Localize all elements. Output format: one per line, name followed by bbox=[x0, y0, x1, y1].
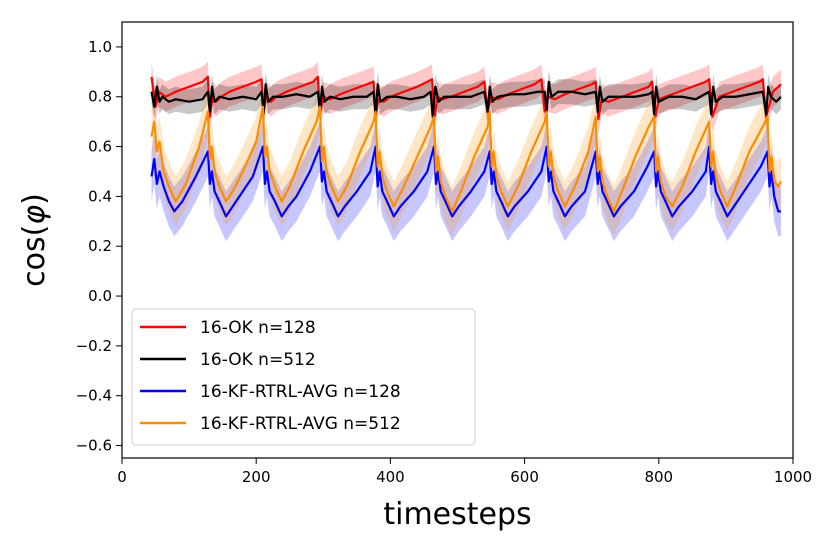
y-axis-title-prefix: cos( bbox=[17, 225, 52, 287]
legend-label-4: 16-KF-RTRL-AVG n=512 bbox=[200, 414, 401, 434]
y-tick-label: −0.2 bbox=[76, 337, 112, 355]
legend: 16-OK n=128 16-OK n=512 16-KF-RTRL-AVG n=1… bbox=[131, 308, 476, 446]
line-series-2 bbox=[150, 80, 782, 118]
legend-label-1: 16-OK n=128 bbox=[200, 318, 316, 338]
band-series-4 bbox=[151, 81, 781, 237]
legend-label-2: 16-OK n=512 bbox=[200, 350, 316, 370]
y-tick-label: 0.0 bbox=[88, 287, 112, 305]
x-tick-label: 0 bbox=[117, 468, 127, 486]
legend-label-3: 16-KF-RTRL-AVG n=128 bbox=[200, 382, 401, 402]
plot-area-frame bbox=[121, 21, 794, 459]
legend-box bbox=[131, 308, 476, 446]
y-tick-label: 0.6 bbox=[88, 138, 112, 156]
x-tick-label: 600 bbox=[510, 468, 539, 486]
line-series-3 bbox=[150, 145, 781, 218]
y-axis-title: cos(φ) bbox=[17, 193, 52, 287]
y-axis-title-suffix: ) bbox=[17, 193, 52, 205]
band-series-1 bbox=[151, 61, 781, 135]
x-tick-label: 1000 bbox=[774, 468, 812, 486]
x-tick-label: 800 bbox=[644, 468, 673, 486]
band-series-3 bbox=[151, 121, 781, 242]
y-tick-label: 0.2 bbox=[88, 237, 112, 255]
y-axis-title-symbol: φ bbox=[17, 205, 52, 225]
y-axis-ticks: −0.6 −0.4 −0.2 0.0 0.2 0.4 0.6 0.8 1.0 bbox=[76, 38, 122, 455]
y-tick-label: −0.6 bbox=[76, 437, 112, 455]
x-axis-title: timesteps bbox=[383, 497, 531, 532]
y-tick-label: 1.0 bbox=[88, 38, 112, 56]
y-tick-label: 0.8 bbox=[88, 88, 112, 106]
y-tick-label: 0.4 bbox=[88, 187, 112, 205]
x-tick-label: 200 bbox=[242, 468, 271, 486]
series-lines bbox=[150, 75, 782, 218]
y-tick-label: −0.4 bbox=[76, 387, 112, 405]
line-series-4 bbox=[150, 105, 782, 213]
x-tick-label: 400 bbox=[376, 468, 405, 486]
x-axis-ticks: 0 200 400 600 800 1000 bbox=[117, 458, 812, 486]
